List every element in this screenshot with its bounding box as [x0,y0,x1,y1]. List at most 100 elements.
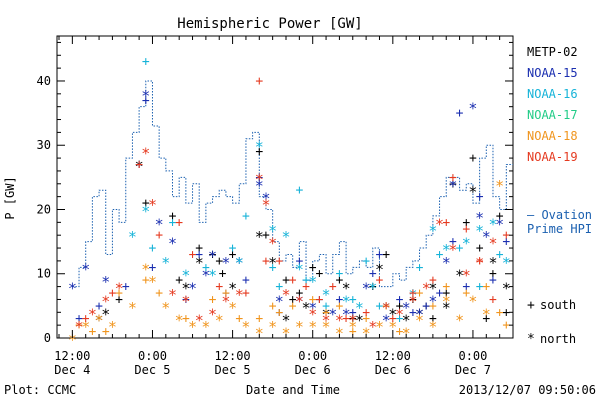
mark-noaa-19-north: * [462,267,471,285]
mark-noaa-18-north: * [482,305,491,323]
mark-noaa-18-south: + [142,273,150,288]
mark-noaa-16-south: + [335,267,343,282]
mark-noaa-16-south: + [295,183,303,198]
mark-noaa-15-south: + [295,254,303,269]
x-tick-label-time: 12:00 [54,349,90,363]
mark-noaa-16-south: + [229,241,237,256]
mark-noaa-18-north: * [108,318,117,336]
mark-noaa-16-south: + [416,260,424,275]
mark-metp-02-south: + [349,312,357,327]
mark-metp-02-south: + [482,312,490,327]
mark-metp-02-south: + [382,247,390,262]
mark-noaa-18-south: + [416,286,424,301]
mark-noaa-18-north: * [175,312,184,330]
mark-metp-02-south: + [496,209,504,224]
mark-noaa-19-north: * [475,254,484,272]
mark-noaa-16-north: * [408,286,417,304]
mark-noaa-18-south: + [309,292,317,307]
mark-noaa-18-north: * [442,292,451,310]
mark-noaa-16-south: + [322,299,330,314]
mark-metp-02-north: * [195,254,204,272]
mark-noaa-16-south: + [396,312,404,327]
mark-noaa-19-north: * [148,196,157,214]
mark-noaa-19-north: * [435,215,444,233]
mark-noaa-15-south: + [349,305,357,320]
mark-metp-02-north: * [442,299,451,317]
chart-title: Hemispheric Power [GW] [177,16,362,32]
mark-noaa-18-south: + [502,318,510,333]
mark-noaa-16-north: * [462,235,471,253]
mark-noaa-18-north: * [415,312,424,330]
mark-metp-02-south: + [335,273,343,288]
mark-noaa-18-south: + [182,312,190,327]
mark-noaa-18-north: * [95,312,104,330]
mark-noaa-15-south: + [422,299,430,314]
mark-metp-02-south: + [442,286,450,301]
mark-noaa-19-south: + [155,228,163,243]
mark-noaa-15-north: * [255,177,264,195]
mark-noaa-18-south: + [482,280,490,295]
mark-noaa-18-south: + [75,318,83,333]
mark-noaa-15-south: + [75,312,83,327]
mark-noaa-19-north: * [488,235,497,253]
ovation-label-1: — Ovation [527,208,592,222]
mark-noaa-15-north: * [141,87,150,105]
mark-noaa-19-south: + [135,158,143,173]
x-tick-label-time: 0:00 [298,349,327,363]
mark-noaa-18-south: + [496,305,504,320]
mark-noaa-16-south: + [302,273,310,288]
mark-noaa-18-south: + [289,299,297,314]
mark-metp-02-south: + [469,151,477,166]
mark-noaa-18-north: * [241,318,250,336]
mark-metp-02-south: + [215,254,223,269]
mark-noaa-16-south: + [496,247,504,262]
mark-metp-02-south: + [449,177,457,192]
mark-noaa-18-north: * [335,325,344,343]
mark-noaa-15-south: + [242,273,250,288]
mark-metp-02-north: * [255,228,264,246]
mark-noaa-19-south: + [275,254,283,269]
mark-noaa-15-north: * [261,190,270,208]
x-tick-label-date: Dec 4 [54,363,90,377]
mark-noaa-18-north: * [128,299,137,317]
mark-noaa-19-south: + [189,247,197,262]
mark-metp-02-north: * [322,305,331,323]
y-tick-label: 0 [44,331,51,345]
mark-metp-02-north: * [135,158,144,176]
mark-noaa-16-south: + [362,254,370,269]
mark-noaa-16-north: * [161,254,170,272]
mark-noaa-16-south: + [202,260,210,275]
mark-noaa-18-south: + [442,280,450,295]
mark-noaa-15-south: + [476,190,484,205]
legend-entry-noaa-18: NOAA-18 [527,129,578,143]
mark-noaa-18-south: + [322,305,330,320]
mark-noaa-15-south: + [409,305,417,320]
mark-noaa-16-south: + [376,299,384,314]
mark-noaa-19-north: * [101,292,110,310]
mark-noaa-18-north: * [495,177,504,195]
mark-noaa-16-north: * [322,286,331,304]
mark-noaa-18-south: + [235,312,243,327]
x-tick-label-date: Dec 5 [134,363,170,377]
mark-noaa-15-south: + [335,292,343,307]
mark-noaa-15-south: + [149,260,157,275]
mark-metp-02-south: + [169,209,177,224]
mark-noaa-19-south: + [409,286,417,301]
mark-metp-02-south: + [209,247,217,262]
mark-noaa-15-north: * [208,247,217,265]
mark-noaa-18-north: * [455,312,464,330]
mark-noaa-16-north: * [428,222,437,240]
mark-noaa-15-north: * [442,254,451,272]
mark-noaa-18-south: + [209,292,217,307]
marker-legend-south: + south [527,298,576,313]
legend-entry-noaa-15: NOAA-15 [527,66,578,80]
mark-noaa-19-north: * [395,305,404,323]
mark-metp-02-north: * [95,312,104,330]
mark-noaa-19-south: + [429,273,437,288]
mark-noaa-16-south: + [275,280,283,295]
mark-noaa-18-north: * [215,312,224,330]
mark-noaa-15-south: + [275,305,283,320]
mark-metp-02-north: * [468,183,477,201]
mark-metp-02-south: + [369,280,377,295]
mark-noaa-18-north: * [388,318,397,336]
